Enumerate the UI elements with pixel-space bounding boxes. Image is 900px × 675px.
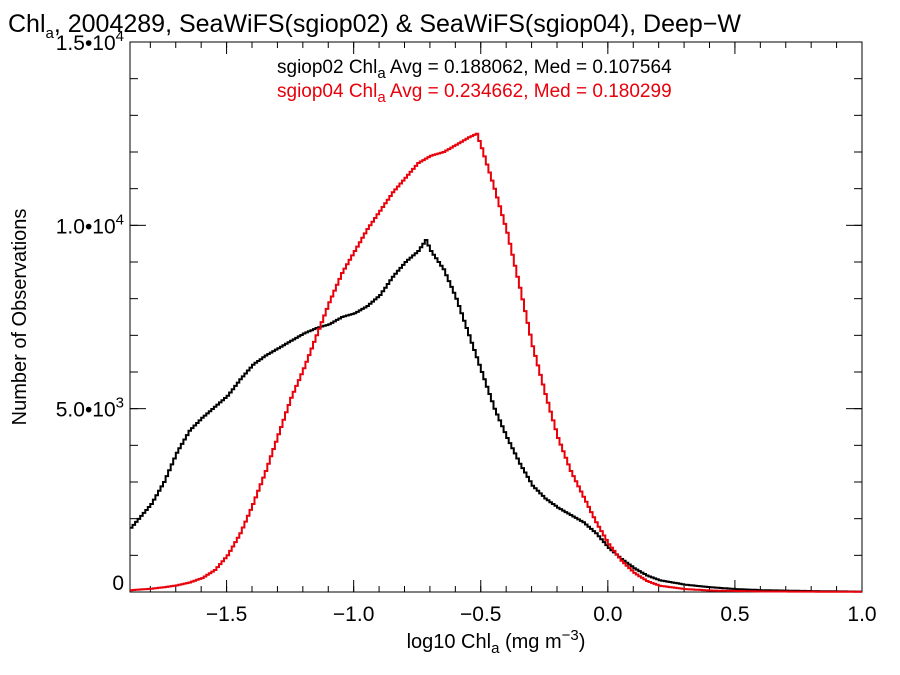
y-tick-exponent: 4: [116, 28, 124, 45]
y-tick-label: 5.0•103: [56, 395, 124, 422]
y-tick-label: 1.5•104: [56, 28, 124, 55]
x-axis-label-main: log10 Chl: [407, 631, 492, 653]
legend-sgiop02-suffix: Avg = 0.188062, Med = 0.107564: [386, 57, 672, 78]
y-tick-mantissa: 1.5•10: [56, 32, 116, 55]
x-tick-label: −0.5: [460, 603, 501, 626]
y-tick-label: 1.0•104: [56, 211, 124, 238]
chart-title-chl: Chl: [8, 10, 46, 38]
axis-ticks: −1.5 −1.0 −0.5 0.0 0.5 1.005.0•1031.0•1041.5•…: [56, 28, 877, 626]
y-tick-exponent: 4: [116, 211, 124, 228]
x-axis-label-exp: −3: [562, 627, 579, 644]
legend: sgiop02 Chla Avg = 0.188062, Med = 0.107…: [277, 57, 672, 106]
x-axis-label-sub: a: [491, 640, 500, 657]
data-series: [130, 132, 862, 593]
x-axis-label: log10 Chla (mg m−3): [407, 627, 586, 657]
legend-sgiop02-sub: a: [377, 65, 386, 82]
legend-sgiop02-prefix: sgiop02 Chl: [277, 57, 377, 78]
legend-entry-sgiop04: sgiop04 Chla Avg = 0.234662, Med = 0.180…: [277, 81, 672, 106]
plot-frame: [129, 41, 863, 593]
legend-sgiop04-suffix: Avg = 0.234662, Med = 0.180299: [386, 81, 672, 102]
chart-title: Chla, 2004289, SeaWiFS(sgiop02) & SeaWiF…: [8, 10, 741, 42]
x-tick-label: 1.0: [847, 603, 876, 626]
y-tick-mantissa: 0: [112, 572, 124, 595]
legend-entry-sgiop02: sgiop02 Chla Avg = 0.188062, Med = 0.107…: [277, 57, 672, 82]
x-tick-label: 0.0: [593, 603, 622, 626]
y-tick-exponent: 3: [116, 395, 124, 412]
chart-title-sub: a: [46, 25, 55, 42]
legend-sgiop04-prefix: sgiop04 Chl: [277, 81, 377, 102]
x-tick-label: 0.5: [720, 603, 749, 626]
x-axis-label-unit: (mg m: [499, 631, 561, 653]
y-axis-label: Number of Observations: [9, 209, 31, 426]
y-tick-mantissa: 1.0•10: [56, 215, 116, 238]
series-line-1: [130, 132, 862, 593]
y-tick-mantissa: 5.0•10: [56, 399, 116, 422]
chart-title-rest: , 2004289, SeaWiFS(sgiop02) & SeaWiFS(sg…: [54, 10, 742, 38]
x-axis-label-close: ): [579, 631, 586, 653]
x-tick-label: −1.0: [333, 603, 374, 626]
series-line-0: [130, 239, 862, 593]
x-tick-label: −1.5: [206, 603, 247, 626]
y-tick-label: 0: [112, 572, 124, 595]
legend-sgiop04-sub: a: [377, 89, 386, 106]
